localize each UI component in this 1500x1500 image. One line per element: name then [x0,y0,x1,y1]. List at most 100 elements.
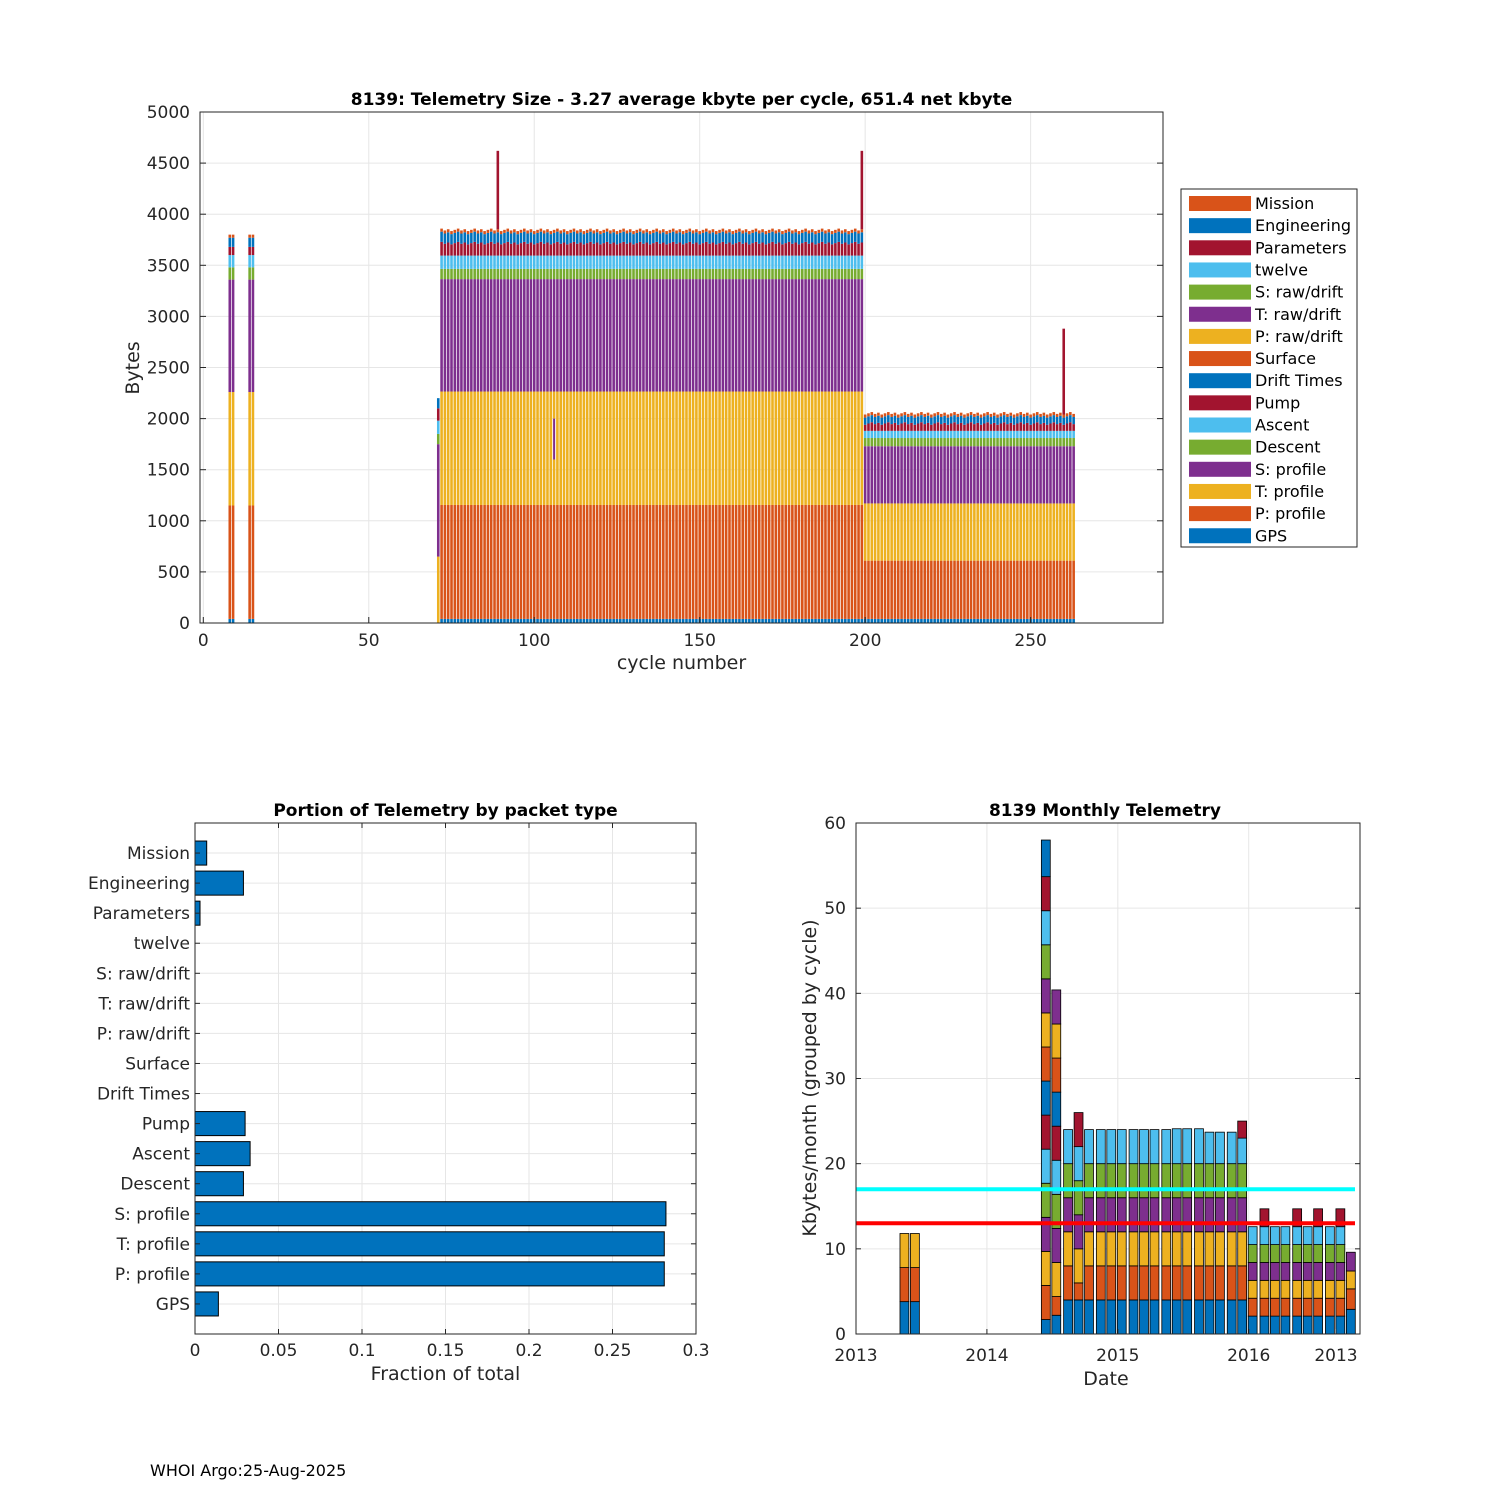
top-bar-segment [844,232,847,243]
top-bar-segment [850,618,854,623]
top-bar-segment [470,391,473,505]
top-bar-segment [695,232,698,243]
top-bar-segment [834,279,837,392]
top-bar-segment [615,234,619,245]
br-bar-segment [1040,1148,1051,1184]
top-bar-segment [973,560,976,619]
top-bar-segment [1026,618,1029,623]
top-bar-segment [797,279,801,392]
top-bar-segment [764,504,768,619]
top-bar-segment [589,228,592,232]
top-bar-segment [519,255,523,269]
top-bar-segment [595,255,599,269]
top-bar-segment [844,504,847,619]
br-bar-segment [1128,1231,1139,1267]
top-bar-segment [493,268,496,280]
top-bar-segment [784,268,788,280]
top-bar-segment [635,232,639,244]
top-bar-segment [774,243,778,256]
top-bar-segment [784,243,788,256]
top-bar-segment [721,504,725,619]
top-bar-segment [251,279,255,393]
br-bar-segment [1270,1297,1280,1317]
br-bar-segment [1139,1231,1149,1267]
top-bar-segment [483,255,486,269]
top-bar-segment [668,232,672,244]
top-bar-segment [989,430,993,439]
top-bar-segment [655,504,658,619]
top-bar-segment [536,504,539,619]
top-bar-segment [486,229,490,233]
br-bar-segment [1237,1299,1248,1335]
top-bar-segment [959,430,963,439]
br-bar-segment [1040,910,1051,946]
top-bar-segment [850,255,854,269]
top-bar-segment [1002,412,1006,416]
top-bar-segment [599,268,602,280]
top-bar-segment [559,279,563,392]
top-bar-segment [569,504,572,619]
top-bar-segment [705,255,708,269]
br-bar-segment [1051,1314,1062,1335]
top-bar-segment [685,229,688,233]
top-bar-segment [923,503,927,561]
top-bar-segment [688,255,692,269]
top-bar-segment [1002,415,1006,423]
top-bar-segment [559,243,563,256]
top-bar-segment [877,503,880,561]
top-bar-segment [552,504,556,619]
bl-category-label: Pump [142,1115,190,1135]
top-bar-segment [800,232,804,244]
top-bar-segment [516,279,519,392]
legend-swatch [1189,240,1251,256]
legend-swatch [1189,483,1251,499]
top-bar-segment [913,430,917,439]
top-bar-segment [714,234,718,245]
top-bar-segment [605,255,609,269]
top-bar-segment [1059,422,1062,431]
top-bar-segment [824,268,827,280]
top-bar-segment [764,234,768,245]
top-bar-segment [992,560,996,619]
top-bar-segment [688,391,692,505]
top-bar-segment [701,618,705,623]
top-bar-segment [714,244,718,256]
top-bar-segment [662,391,665,505]
top-bar-segment [824,243,827,256]
top-bar-segment [466,244,470,256]
top-bar-segment [516,231,519,235]
top-ytick-label: 4500 [147,154,190,174]
top-bar-segment [519,268,523,280]
top-bar-segment [248,234,251,238]
top-bar-segment [738,504,741,619]
top-bar-segment [556,618,559,623]
top-bar-segment [853,268,857,280]
top-bar-segment [738,391,741,505]
top-bar-segment [552,243,556,256]
top-bar-segment [612,504,615,619]
top-bar-segment [890,413,893,417]
top-bar-segment [523,504,526,619]
top-bar-segment [711,242,715,256]
top-bar-segment [575,279,579,392]
top-bar-segment [695,229,698,233]
top-bar-segment [1006,424,1009,431]
top-bar-segment [893,446,897,504]
top-bar-segment [939,413,943,417]
top-bar-segment [1022,503,1026,561]
top-bar-segment [1049,416,1052,424]
top-bar-segment [804,618,807,623]
top-bar-segment [804,228,807,232]
top-bar-segment [953,430,956,439]
top-bar-segment [834,618,837,623]
br-bar-segment [1084,1299,1094,1335]
br-bar-segment [1259,1279,1270,1299]
top-bar-segment [1032,423,1036,431]
top-bar-segment [466,231,470,235]
top-bar-segment [804,391,807,505]
top-bar-segment [721,268,725,280]
br-bar-segment [1084,1129,1094,1165]
top-bar-segment [585,391,589,505]
top-bar-segment [572,228,576,232]
top-bar-segment [575,230,579,234]
